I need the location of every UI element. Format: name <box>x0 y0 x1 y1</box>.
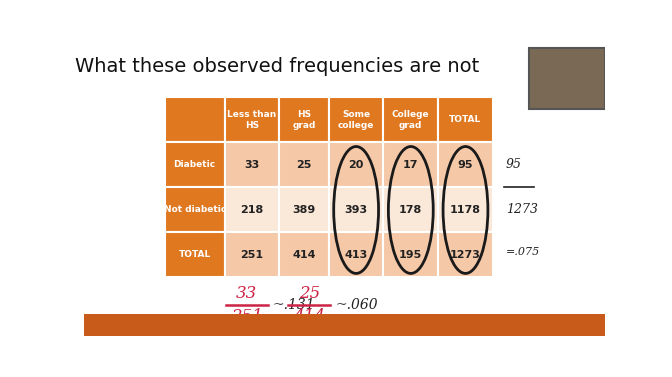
Text: 33: 33 <box>236 285 257 302</box>
FancyBboxPatch shape <box>384 143 438 187</box>
FancyBboxPatch shape <box>329 98 384 143</box>
FancyBboxPatch shape <box>329 233 384 277</box>
Text: 414: 414 <box>292 250 316 260</box>
Text: 218: 218 <box>241 205 263 215</box>
Text: Not diabetic: Not diabetic <box>163 205 226 215</box>
FancyBboxPatch shape <box>280 233 329 277</box>
FancyBboxPatch shape <box>280 98 329 143</box>
Text: 25: 25 <box>298 285 320 302</box>
Text: 95: 95 <box>458 160 473 170</box>
FancyBboxPatch shape <box>165 233 224 277</box>
Text: 251: 251 <box>230 308 263 325</box>
FancyBboxPatch shape <box>224 98 280 143</box>
FancyBboxPatch shape <box>384 187 438 233</box>
Text: ~.060: ~.060 <box>335 298 378 312</box>
FancyBboxPatch shape <box>165 187 224 233</box>
FancyBboxPatch shape <box>329 143 384 187</box>
Text: 389: 389 <box>292 205 316 215</box>
Text: 414: 414 <box>293 308 325 325</box>
Text: 33: 33 <box>245 160 259 170</box>
FancyBboxPatch shape <box>224 187 280 233</box>
Text: 17: 17 <box>403 160 419 170</box>
FancyBboxPatch shape <box>530 48 605 109</box>
Text: 413: 413 <box>345 250 368 260</box>
Text: College
grad: College grad <box>392 110 429 130</box>
FancyBboxPatch shape <box>329 187 384 233</box>
Text: Diabetic: Diabetic <box>173 161 216 170</box>
FancyBboxPatch shape <box>280 187 329 233</box>
Text: What these observed frequencies are not: What these observed frequencies are not <box>75 57 479 76</box>
Text: 95: 95 <box>506 158 522 172</box>
FancyBboxPatch shape <box>165 143 224 187</box>
Text: 393: 393 <box>345 205 368 215</box>
FancyBboxPatch shape <box>438 233 493 277</box>
Text: 195: 195 <box>399 250 423 260</box>
Text: 178: 178 <box>399 205 423 215</box>
Text: TOTAL: TOTAL <box>179 250 211 259</box>
FancyBboxPatch shape <box>438 143 493 187</box>
FancyBboxPatch shape <box>280 143 329 187</box>
Text: 251: 251 <box>241 250 263 260</box>
Text: ~.131: ~.131 <box>273 298 315 312</box>
FancyBboxPatch shape <box>165 98 224 143</box>
FancyBboxPatch shape <box>384 233 438 277</box>
Text: Less than
HS: Less than HS <box>227 110 277 130</box>
FancyBboxPatch shape <box>384 98 438 143</box>
FancyBboxPatch shape <box>438 187 493 233</box>
FancyBboxPatch shape <box>224 143 280 187</box>
Text: TOTAL: TOTAL <box>450 115 482 124</box>
Text: HS
grad: HS grad <box>292 110 316 130</box>
Text: 20: 20 <box>348 160 364 170</box>
FancyBboxPatch shape <box>438 98 493 143</box>
Text: =.075: =.075 <box>506 247 540 257</box>
FancyBboxPatch shape <box>84 314 605 336</box>
Text: 25: 25 <box>296 160 312 170</box>
FancyBboxPatch shape <box>224 233 280 277</box>
Text: 1178: 1178 <box>450 205 481 215</box>
Text: Some
college: Some college <box>338 110 374 130</box>
Text: 1273: 1273 <box>450 250 481 260</box>
Text: 1273: 1273 <box>506 204 538 216</box>
